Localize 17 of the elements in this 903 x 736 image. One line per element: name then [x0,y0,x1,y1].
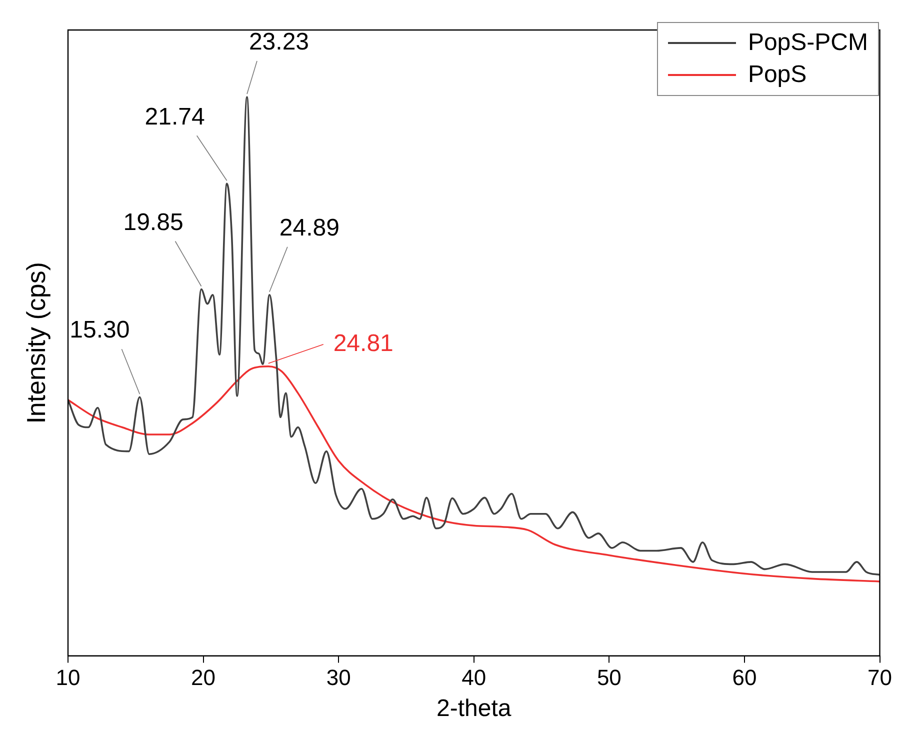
x-tick-label: 20 [191,665,216,690]
x-tick-label: 70 [868,665,892,690]
annotation: 15.30 [70,316,130,344]
annotation: 21.74 [144,103,205,130]
y-axis-title: Intensity (cps) [21,262,52,424]
annotation: 24.89 [279,214,340,242]
annotation: 19.85 [123,208,184,236]
x-tick-label: 40 [462,665,486,690]
x-axis-title: 2-theta [436,695,512,722]
x-tick-label: 50 [596,665,622,690]
legend-label: PopS-PCM [748,29,868,57]
x-tick-label: 60 [732,665,757,690]
x-tick-label: 30 [326,665,351,690]
annotation: 24.81 [333,330,394,357]
x-tick-label: 10 [56,665,80,690]
legend-label: PopS [748,61,807,89]
annotation: 23.23 [248,28,310,56]
